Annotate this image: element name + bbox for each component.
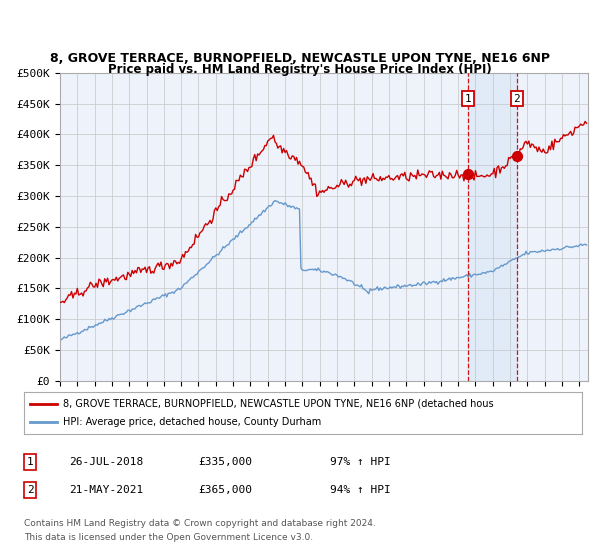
Text: Contains HM Land Registry data © Crown copyright and database right 2024.: Contains HM Land Registry data © Crown c…	[24, 519, 376, 528]
Text: HPI: Average price, detached house, County Durham: HPI: Average price, detached house, Coun…	[63, 417, 322, 427]
Text: 21-MAY-2021: 21-MAY-2021	[69, 485, 143, 495]
Text: This data is licensed under the Open Government Licence v3.0.: This data is licensed under the Open Gov…	[24, 533, 313, 542]
Text: 2: 2	[26, 485, 34, 495]
Text: 1: 1	[464, 94, 472, 104]
Text: 1: 1	[26, 457, 34, 467]
Text: £365,000: £365,000	[198, 485, 252, 495]
Text: 94% ↑ HPI: 94% ↑ HPI	[330, 485, 391, 495]
Text: 8, GROVE TERRACE, BURNOPFIELD, NEWCASTLE UPON TYNE, NE16 6NP: 8, GROVE TERRACE, BURNOPFIELD, NEWCASTLE…	[50, 52, 550, 66]
Point	[463, 170, 473, 179]
Text: Price paid vs. HM Land Registry's House Price Index (HPI): Price paid vs. HM Land Registry's House …	[108, 63, 492, 77]
Point	[512, 151, 521, 160]
Text: 26-JUL-2018: 26-JUL-2018	[69, 457, 143, 467]
Text: 97% ↑ HPI: 97% ↑ HPI	[330, 457, 391, 467]
Text: 8, GROVE TERRACE, BURNOPFIELD, NEWCASTLE UPON TYNE, NE16 6NP (detached hous: 8, GROVE TERRACE, BURNOPFIELD, NEWCASTLE…	[63, 399, 494, 409]
Text: 2: 2	[514, 94, 520, 104]
Bar	[468, 73, 517, 381]
Text: £335,000: £335,000	[198, 457, 252, 467]
